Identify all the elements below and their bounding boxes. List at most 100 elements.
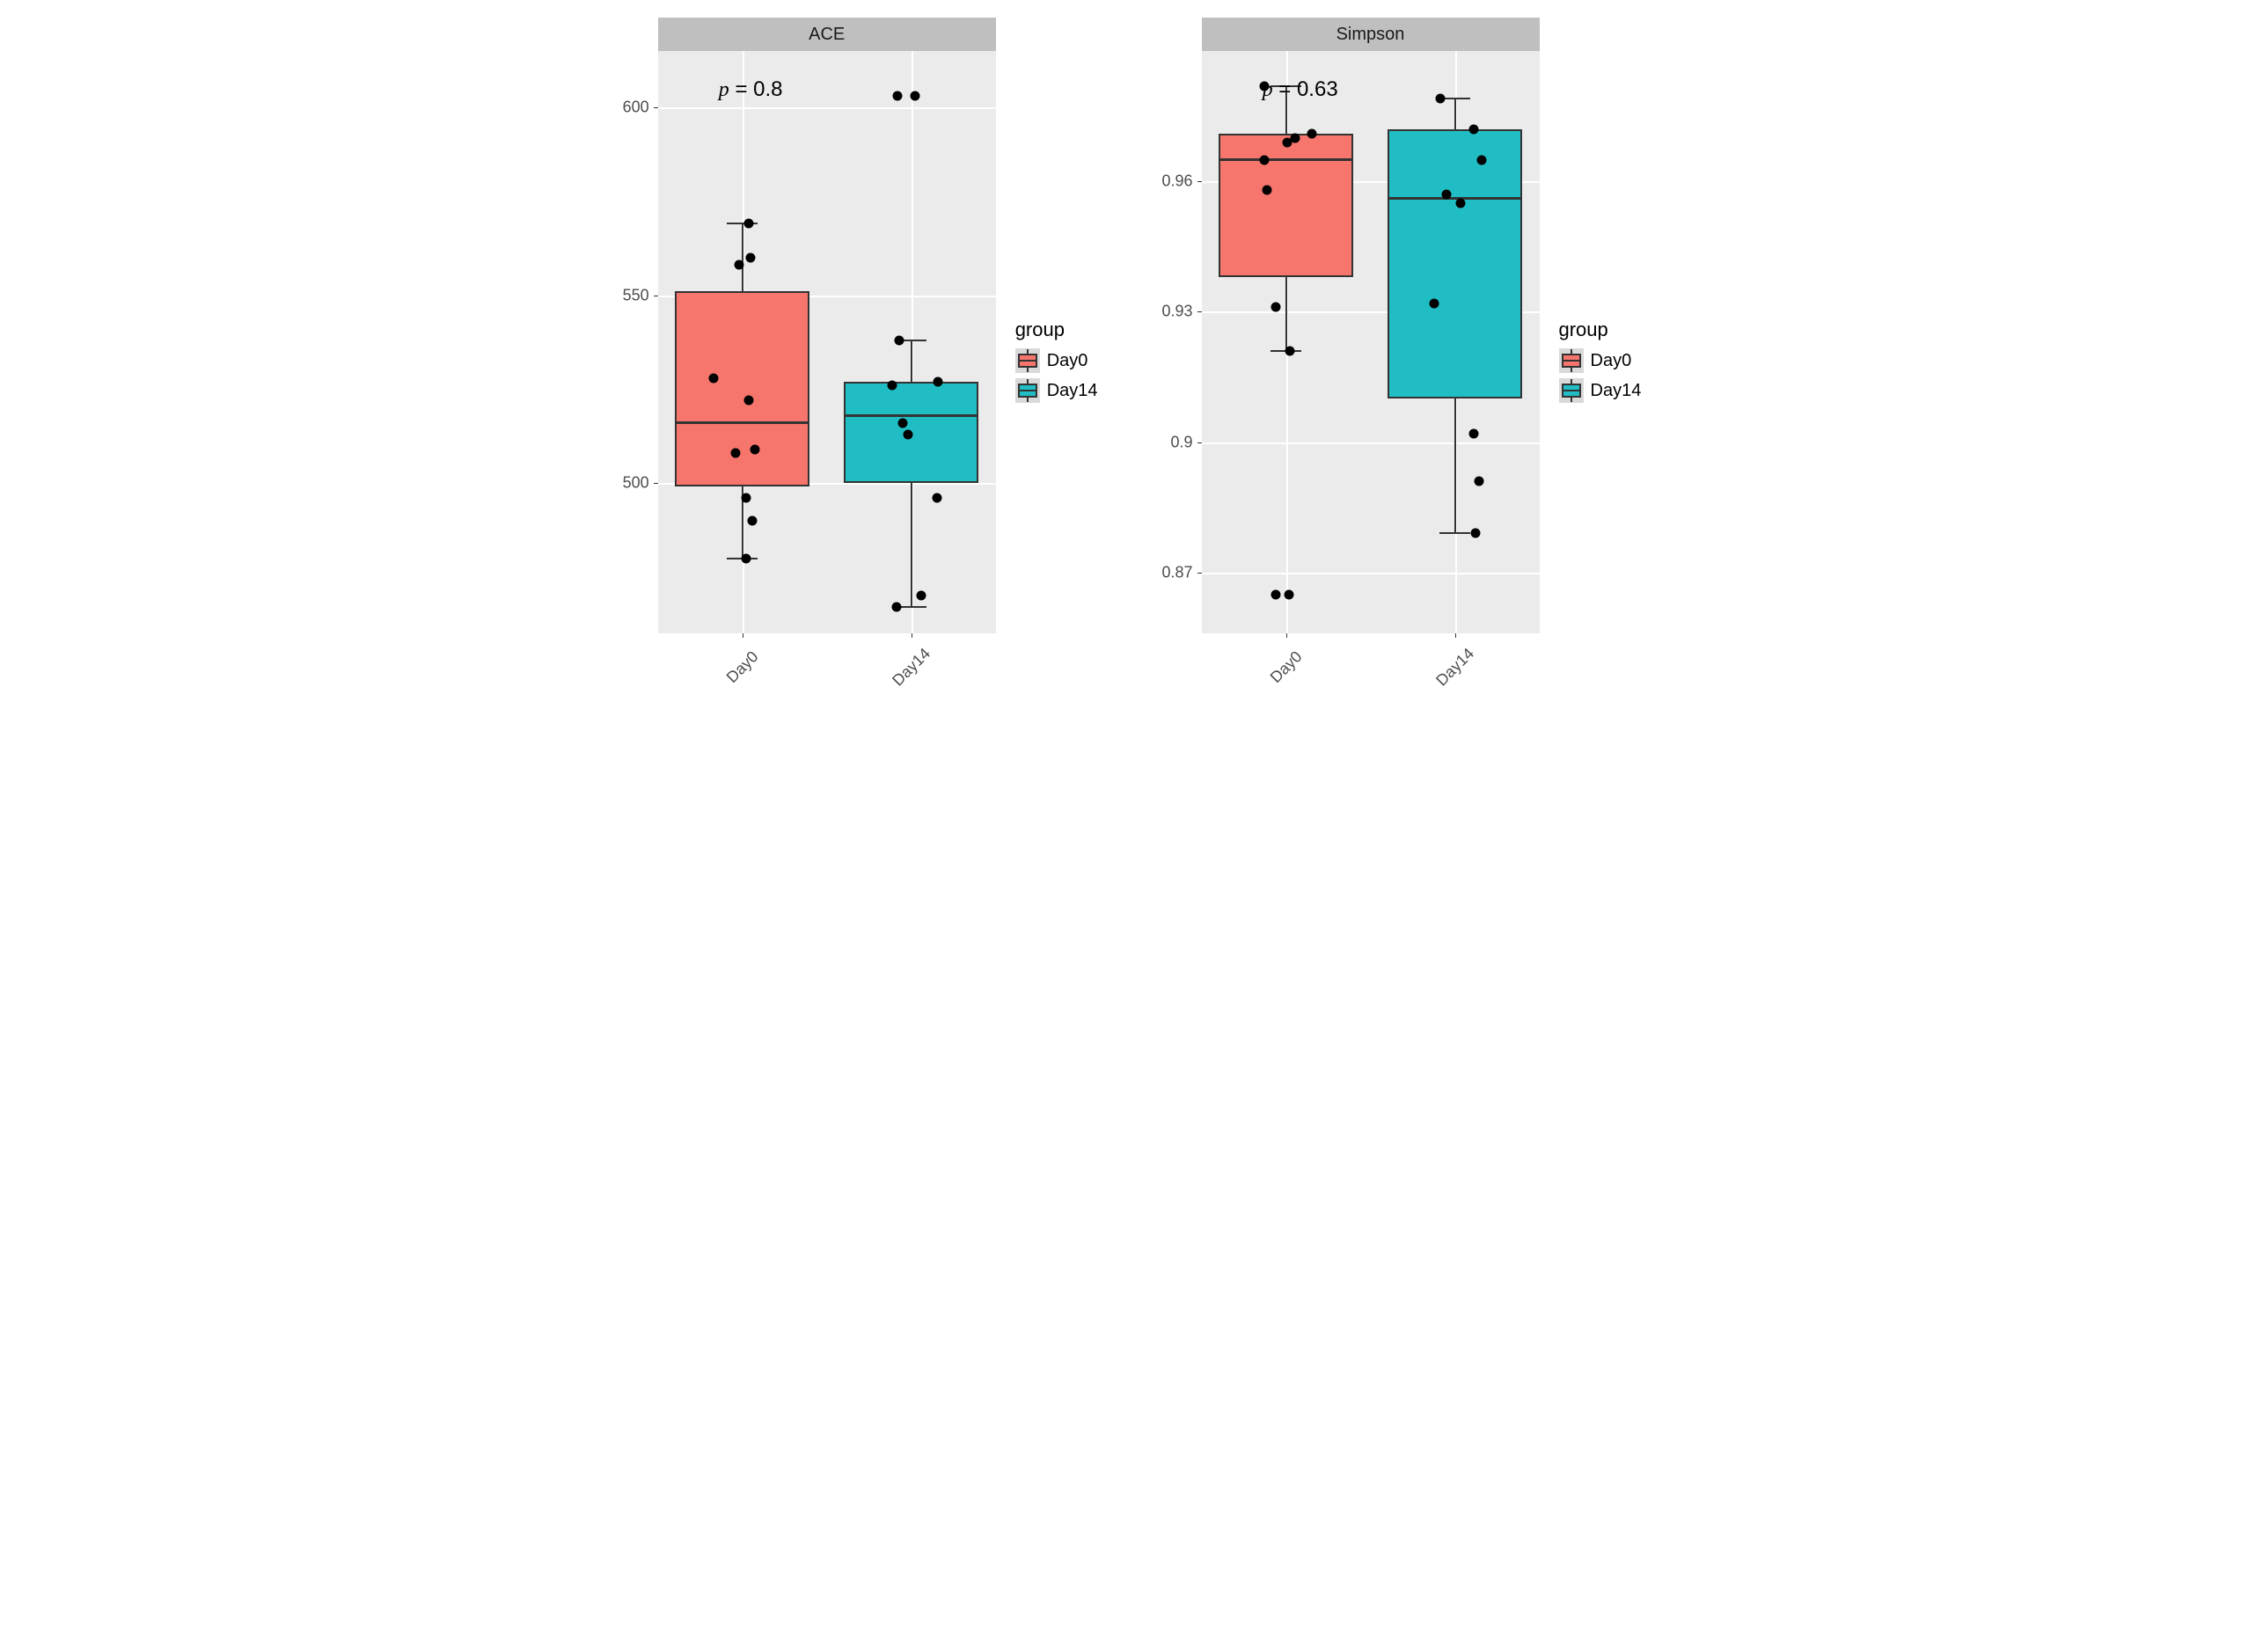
whisker-upper	[911, 340, 912, 382]
ytick-label: 0.87	[1161, 563, 1192, 581]
data-point	[1307, 128, 1316, 138]
xtick-mark	[1455, 633, 1456, 638]
panel-strip: Simpson	[1202, 18, 1540, 51]
data-point	[1259, 155, 1269, 164]
xtick-label: Day14	[1432, 645, 1478, 691]
data-point	[734, 260, 743, 270]
gridline-horizontal	[1202, 442, 1540, 444]
data-point	[932, 493, 941, 503]
legend-item: Day14	[1015, 378, 1098, 403]
data-point	[741, 553, 751, 563]
legend-item: Day0	[1015, 348, 1098, 373]
ytick-label: 0.96	[1161, 172, 1192, 191]
box-day0	[675, 291, 810, 486]
data-point	[910, 91, 919, 101]
panel-block-ace: ACE500550600Day0Day14p = 0.8groupDay0Day…	[607, 18, 1098, 704]
data-point	[1430, 298, 1439, 308]
legend-key-icon	[1015, 378, 1040, 403]
xtick-mark	[1286, 633, 1287, 638]
ytick-mark	[1197, 442, 1202, 443]
data-point	[894, 335, 904, 345]
panel-simpson: Simpson0.870.90.930.96Day0Day14p = 0.63	[1151, 18, 1547, 704]
p-symbol: p	[1263, 78, 1273, 101]
ytick-label: 500	[623, 474, 649, 493]
median-line	[1388, 197, 1523, 200]
whisker-lower	[911, 483, 912, 607]
median-line	[844, 414, 979, 417]
ytick-mark	[1197, 573, 1202, 574]
ytick-mark	[654, 107, 658, 108]
data-point	[934, 376, 943, 386]
ytick-label: 600	[623, 99, 649, 117]
ytick-mark	[1197, 181, 1202, 182]
data-point	[891, 603, 901, 612]
data-point	[1435, 94, 1445, 104]
data-point	[709, 373, 719, 383]
data-point	[1285, 346, 1295, 355]
whisker-lower	[1454, 398, 1456, 533]
data-point	[1477, 155, 1487, 164]
data-point	[1291, 133, 1300, 143]
panel-strip: ACE	[658, 18, 996, 51]
data-point	[1442, 190, 1452, 200]
legend: group Day0 Day14	[1559, 318, 1642, 403]
ytick-label: 0.9	[1170, 433, 1192, 451]
data-point	[742, 493, 751, 503]
p-value-annotation: p = 0.8	[719, 77, 783, 102]
legend: groupDay0Day14	[1015, 318, 1098, 403]
whisker-upper	[1454, 99, 1456, 129]
legend-key-icon	[1559, 378, 1584, 403]
legend-item: Day0	[1559, 348, 1642, 373]
data-point	[731, 448, 741, 457]
data-point	[745, 252, 755, 262]
panel-title: Simpson	[1336, 25, 1405, 45]
legend-key-icon	[1015, 348, 1040, 373]
data-point	[1475, 477, 1484, 486]
median-line	[1219, 158, 1354, 161]
figure-container: ACE500550600Day0Day14p = 0.8groupDay0Day…	[607, 18, 1642, 704]
legend-label: Day0	[1047, 351, 1088, 371]
legend-label: Day14	[1047, 381, 1098, 401]
legend-label: Day14	[1591, 381, 1642, 401]
data-point	[1262, 186, 1271, 195]
xtick-label: Day0	[1266, 647, 1306, 687]
data-point	[744, 396, 754, 406]
panel-block-simpson: Simpson0.870.90.930.96Day0Day14p = 0.63g…	[1151, 18, 1642, 704]
data-point	[1470, 529, 1480, 538]
data-point	[1469, 124, 1479, 134]
data-point	[898, 418, 908, 428]
data-point	[744, 219, 754, 229]
data-point	[748, 515, 758, 525]
ytick-mark	[1197, 311, 1202, 312]
data-point	[1270, 303, 1280, 312]
xtick-label: Day0	[722, 647, 762, 687]
p-value-text: = 0.8	[729, 77, 783, 101]
legend-title: group	[1559, 318, 1642, 341]
p-value-annotation: p = 0.63	[1263, 77, 1338, 102]
panel-title: ACE	[809, 25, 845, 45]
box-day14	[1388, 129, 1523, 398]
legend-key-icon	[1559, 348, 1584, 373]
xtick-label: Day14	[889, 645, 934, 691]
data-point	[1469, 428, 1479, 438]
data-point	[888, 381, 897, 391]
whisker-upper	[742, 223, 743, 291]
panel-ace: ACE500550600Day0Day14p = 0.8	[607, 18, 1003, 704]
gridline-horizontal	[658, 107, 996, 109]
whisker-cap-lower	[1439, 532, 1470, 534]
median-line	[675, 421, 810, 424]
data-point	[893, 91, 903, 101]
plot-area: 0.870.90.930.96Day0Day14p = 0.63	[1202, 51, 1540, 633]
ytick-mark	[654, 483, 658, 484]
ytick-label: 550	[623, 286, 649, 304]
data-point	[1284, 589, 1293, 599]
plot-area: 500550600Day0Day14p = 0.8	[658, 51, 996, 633]
gridline-horizontal	[1202, 573, 1540, 574]
data-point	[903, 429, 912, 439]
ytick-label: 0.93	[1161, 303, 1192, 321]
box-day0	[1219, 134, 1354, 277]
legend-item: Day14	[1559, 378, 1642, 403]
p-symbol: p	[719, 78, 729, 101]
data-point	[1455, 198, 1465, 208]
whisker-lower	[1285, 277, 1287, 351]
